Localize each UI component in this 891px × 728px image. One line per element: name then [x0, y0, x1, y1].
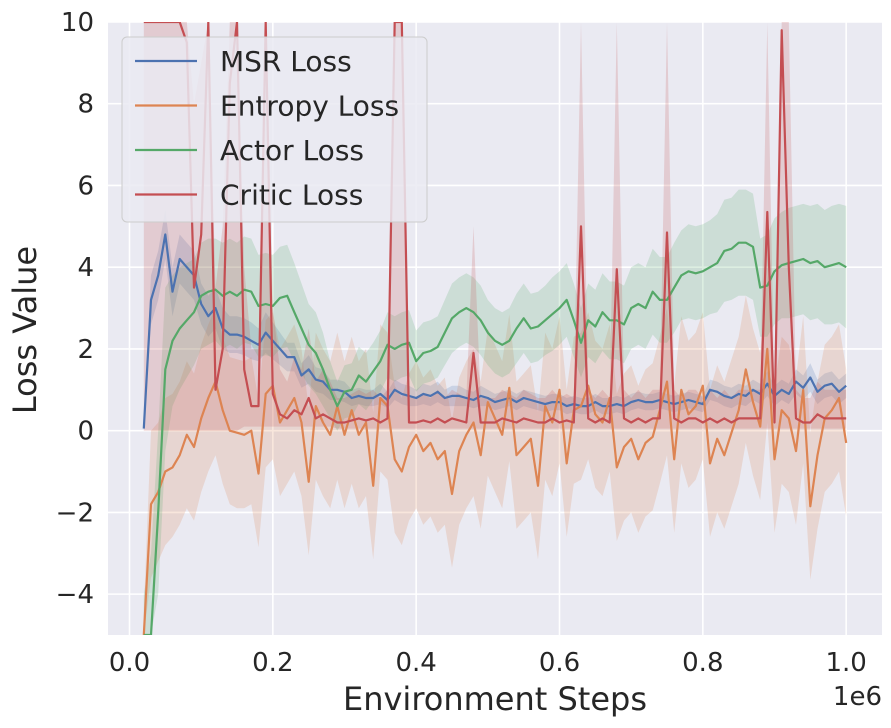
series-lines: [142, 22, 848, 635]
x-tick-label: 0.0: [109, 648, 150, 678]
y-tick-label: 6: [77, 171, 94, 201]
legend-label: Critic Loss: [220, 179, 363, 212]
line-entropy-loss: [142, 347, 848, 635]
legend-box: [121, 36, 428, 223]
x-offset-label: 1e6: [833, 682, 882, 712]
x-tick-label: 0.4: [395, 648, 436, 678]
legend-label: MSR Loss: [220, 45, 352, 78]
x-tick-label: 0.8: [682, 648, 723, 678]
x-tick-label: 0.6: [539, 648, 580, 678]
y-axis-title: Loss Value: [6, 246, 44, 414]
y-tick-labels: −4 −2 0 2 4 6 8 10: [56, 8, 94, 610]
legend-label: Entropy Loss: [220, 90, 399, 123]
x-tick-labels: 0.0 0.2 0.4 0.6 0.8 1.0: [109, 648, 867, 678]
y-tick-label: 2: [77, 335, 94, 365]
y-tick-label: 10: [61, 8, 94, 38]
line-critic-loss: [143, 22, 847, 424]
y-tick-label: 4: [77, 253, 94, 283]
line-msr-loss: [142, 233, 847, 429]
band-msr-loss: [143, 210, 847, 431]
x-tick-label: 1.0: [825, 648, 866, 678]
legend-label: Actor Loss: [220, 134, 364, 167]
y-tick-label: −2: [56, 498, 94, 528]
band-entropy-loss: [143, 275, 847, 635]
y-tick-label: 8: [77, 90, 94, 120]
legend: MSR Loss Entropy Loss Actor Loss Critic Los…: [121, 36, 428, 223]
y-tick-label: −4: [56, 580, 94, 610]
x-axis-title: Environment Steps: [343, 680, 647, 718]
x-tick-label: 0.2: [252, 648, 293, 678]
y-tick-label: 0: [77, 417, 94, 447]
